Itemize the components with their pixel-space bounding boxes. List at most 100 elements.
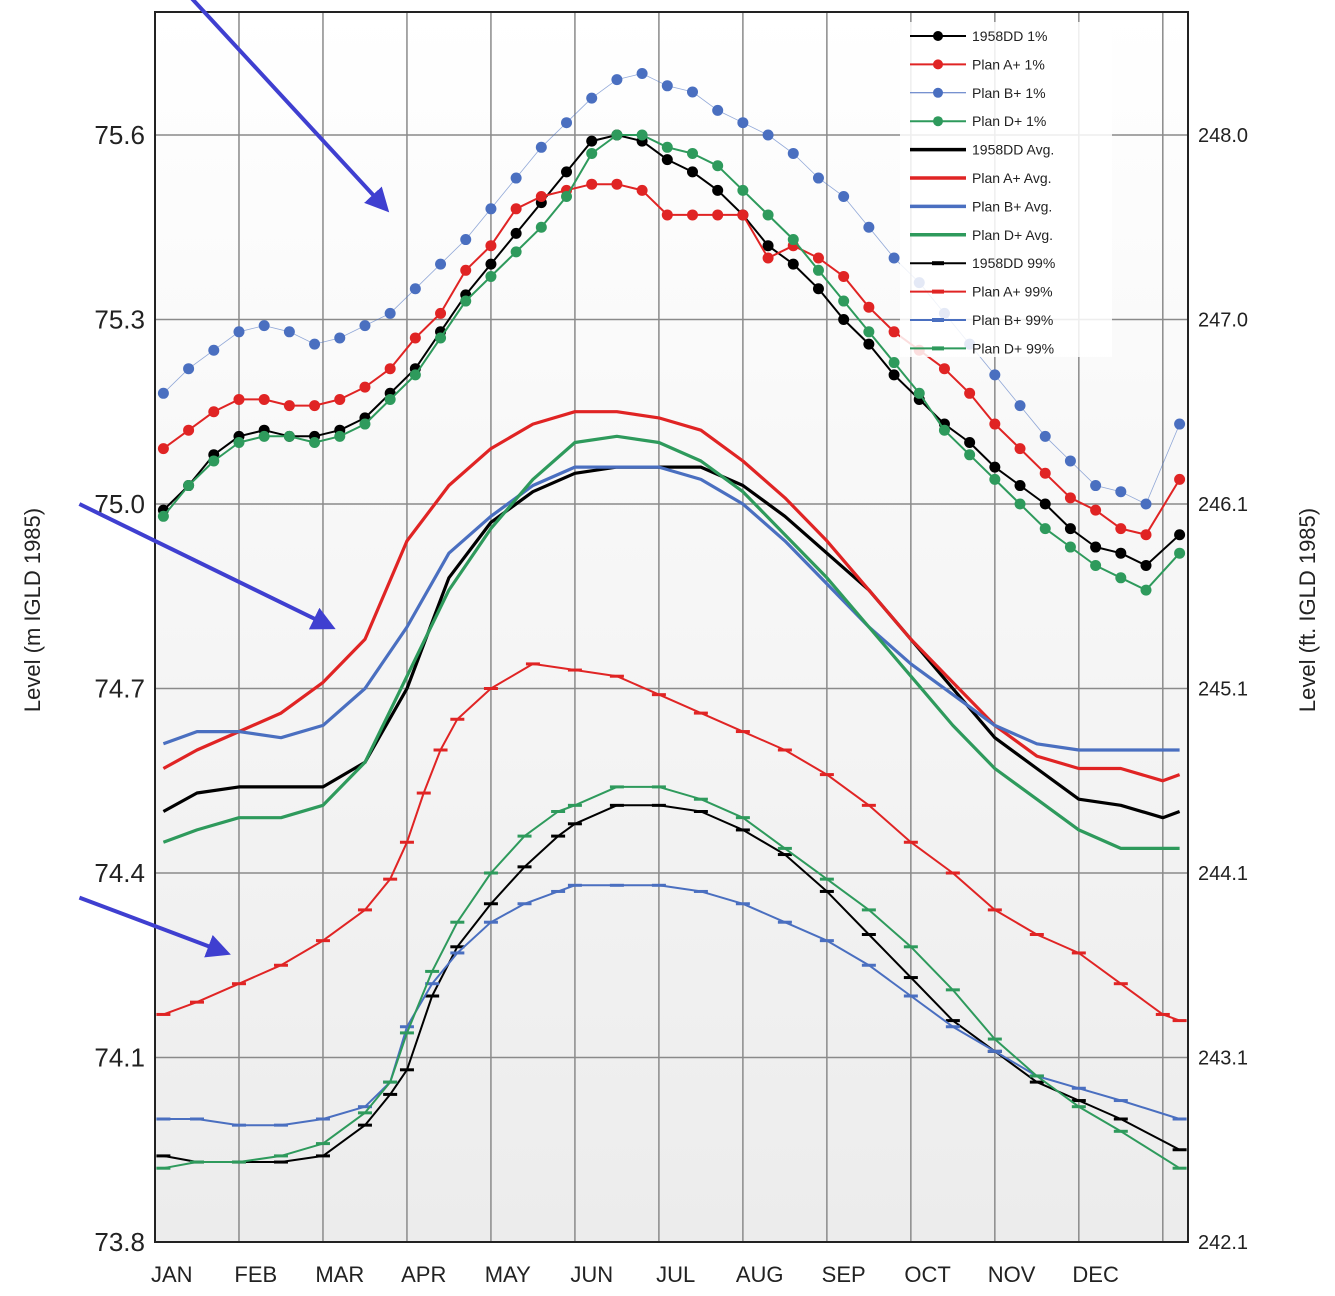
legend-item: Plan A+ 99% xyxy=(910,284,1053,300)
data-point xyxy=(661,209,673,221)
data-point xyxy=(1014,443,1026,455)
legend-background xyxy=(900,22,1112,357)
data-point xyxy=(787,234,799,246)
data-point xyxy=(208,344,220,356)
x-tick-label-jul: JUL xyxy=(656,1262,695,1287)
y-tick-label-left: 75.3 xyxy=(94,305,145,335)
legend-item: Plan A+ 1% xyxy=(910,56,1045,72)
data-point xyxy=(762,209,774,221)
y-tick-label-right: 243.1 xyxy=(1198,1048,1248,1070)
x-axis-month-ticks: JAN FEB MAR APR MAY JUN JUL AUG SEP OCT NOV DEC xyxy=(151,1262,1119,1287)
data-point xyxy=(460,295,472,307)
y-tick-label-right: 244.1 xyxy=(1198,863,1248,885)
data-point xyxy=(1115,547,1127,559)
data-point xyxy=(535,221,547,233)
data-point xyxy=(938,363,950,375)
data-point xyxy=(863,221,875,233)
series-line xyxy=(162,465,1181,820)
data-point xyxy=(535,191,547,202)
data-point xyxy=(863,338,875,350)
data-point xyxy=(913,387,925,399)
data-point xyxy=(1090,504,1102,516)
data-point xyxy=(157,510,169,522)
series-plan-d-99 xyxy=(156,785,1187,1170)
data-point xyxy=(183,424,195,436)
data-point xyxy=(586,135,598,147)
y-axis-right-title: Level (ft. IGLD 1985) xyxy=(1295,508,1320,712)
data-point xyxy=(233,437,245,448)
data-point xyxy=(1090,480,1102,492)
data-point xyxy=(787,258,799,270)
data-point xyxy=(586,147,598,159)
series-plan-a-99 xyxy=(156,662,1187,1023)
legend-marker xyxy=(933,31,943,41)
series-1958dd-99 xyxy=(156,803,1187,1164)
legend-marker xyxy=(933,116,943,127)
data-point xyxy=(334,393,346,405)
data-point xyxy=(737,209,749,221)
data-point xyxy=(636,129,648,141)
legend-item: Plan B+ 1% xyxy=(910,85,1046,101)
data-point xyxy=(661,80,673,92)
legend-label: Plan D+ 1% xyxy=(972,113,1046,129)
y-tick-label-left: 74.4 xyxy=(94,858,145,888)
data-point xyxy=(1039,498,1051,510)
data-point xyxy=(258,320,270,332)
series-plan-b-avg xyxy=(162,465,1180,752)
y-axis-left-ticks: 73.874.174.474.775.075.375.6 xyxy=(94,120,145,1257)
data-point xyxy=(233,326,245,338)
legend-item: Plan B+ 99% xyxy=(910,312,1053,328)
y-tick-label-right: 246.1 xyxy=(1198,494,1248,516)
legend-label: Plan B+ 1% xyxy=(972,85,1046,101)
x-tick-label-dec: DEC xyxy=(1072,1262,1119,1287)
data-point xyxy=(384,307,396,319)
data-point xyxy=(762,129,774,141)
data-point xyxy=(661,154,673,166)
legend-label: 1958DD Avg. xyxy=(972,142,1054,158)
data-point xyxy=(1064,523,1076,535)
data-point xyxy=(586,178,598,190)
data-point xyxy=(812,252,824,264)
data-point xyxy=(409,369,421,381)
legend-item: Plan D+ 1% xyxy=(910,113,1046,129)
legend-label: 1958DD 99% xyxy=(972,255,1055,271)
data-point xyxy=(157,443,169,455)
data-point xyxy=(762,252,774,264)
data-point xyxy=(409,283,421,295)
x-tick-label-sep: SEP xyxy=(822,1262,866,1287)
legend-item: Plan B+ Avg. xyxy=(910,198,1052,214)
x-tick-label-jan: JAN xyxy=(151,1262,193,1287)
data-point xyxy=(409,332,421,344)
data-point xyxy=(510,246,522,258)
series-plan-d-1 xyxy=(157,129,1186,596)
data-point xyxy=(636,68,648,79)
data-point xyxy=(485,258,497,270)
data-point xyxy=(460,234,472,246)
data-point xyxy=(435,307,447,319)
data-point xyxy=(1039,523,1051,535)
data-point xyxy=(561,191,573,202)
data-point xyxy=(561,117,573,129)
y-tick-label-left: 74.1 xyxy=(94,1043,145,1073)
data-point xyxy=(888,252,900,264)
data-point xyxy=(1014,498,1026,510)
data-point xyxy=(964,437,976,448)
data-point xyxy=(359,381,371,393)
data-point xyxy=(636,184,648,196)
data-point xyxy=(737,117,749,129)
data-point xyxy=(384,393,396,405)
data-point xyxy=(812,172,824,184)
data-point xyxy=(1039,467,1051,479)
data-point xyxy=(1014,480,1026,492)
data-point xyxy=(1140,560,1152,571)
x-tick-label-nov: NOV xyxy=(988,1262,1036,1287)
y-tick-label-left: 73.8 xyxy=(94,1227,145,1257)
data-point xyxy=(1140,498,1152,510)
y-tick-label-right: 247.0 xyxy=(1198,310,1248,332)
data-point xyxy=(510,227,522,239)
data-point xyxy=(712,160,724,172)
plot-frame xyxy=(154,11,1189,1243)
data-point xyxy=(485,240,497,252)
legend-label: Plan B+ 99% xyxy=(972,312,1053,328)
